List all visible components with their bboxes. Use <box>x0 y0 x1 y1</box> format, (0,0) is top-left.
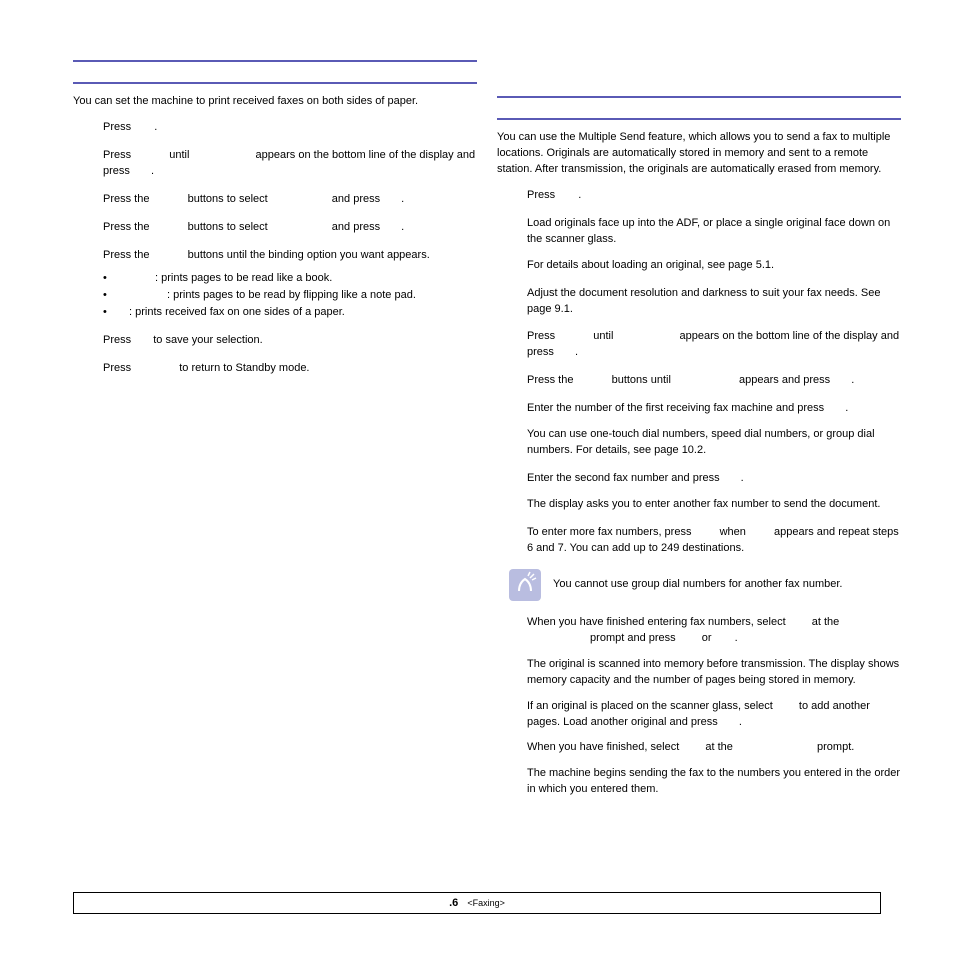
note-icon <box>509 569 541 601</box>
page-footer: .6 <Faxing> <box>73 892 881 914</box>
step: Enter the second fax number and press . … <box>509 471 901 513</box>
section-heading-rules-right <box>497 96 901 120</box>
document-page: You can set the machine to print receive… <box>0 0 954 954</box>
step-follow: You can use one-touch dial numbers, spee… <box>527 427 901 459</box>
rule-bottom <box>73 82 477 84</box>
step: Press . <box>509 188 901 204</box>
step: Press the buttons to select and press . <box>85 220 477 236</box>
sub-list: : prints pages to be read like a book. :… <box>103 270 477 321</box>
sub-item: : prints pages to be read by flipping li… <box>103 287 477 304</box>
right-steps: Press . Load originals face up into the … <box>509 188 901 557</box>
sub-item: : prints pages to be read like a book. <box>103 270 477 287</box>
left-column: You can set the machine to print receive… <box>73 60 477 389</box>
step: Press until appears on the bottom line o… <box>85 148 477 180</box>
note-text: You cannot use group dial numbers for an… <box>553 577 842 593</box>
step: Adjust the document resolution and darkn… <box>509 286 901 318</box>
step-follow: The display asks you to enter another fa… <box>527 497 901 513</box>
note-block: You cannot use group dial numbers for an… <box>509 569 901 601</box>
step: Press the buttons until the binding opti… <box>85 248 477 321</box>
step: When you have finished entering fax numb… <box>509 615 901 798</box>
step-follow: For details about loading an original, s… <box>527 258 901 274</box>
step: Press to return to Standby mode. <box>85 361 477 377</box>
step: Press until appears on the bottom line o… <box>509 329 901 361</box>
step: Load originals face up into the ADF, or … <box>509 216 901 274</box>
page-section-label: <Faxing> <box>467 898 505 908</box>
right-intro: You can use the Multiple Send feature, w… <box>497 130 901 178</box>
right-column: You can use the Multiple Send feature, w… <box>497 96 901 810</box>
step-follow: When you have finished, select at the pr… <box>527 740 901 756</box>
step: Press the buttons until appears and pres… <box>509 373 901 389</box>
step: Press the buttons to select and press . <box>85 192 477 208</box>
rule-bottom <box>497 118 901 120</box>
left-steps: Press . Press until appears on the botto… <box>85 120 477 377</box>
right-after-steps: When you have finished entering fax numb… <box>509 615 901 798</box>
step: Enter the number of the first receiving … <box>509 401 901 459</box>
rule-top <box>497 96 901 98</box>
step: Press to save your selection. <box>85 333 477 349</box>
section-heading-rules-left <box>73 60 477 84</box>
rule-top <box>73 60 477 62</box>
left-intro: You can set the machine to print receive… <box>73 94 477 110</box>
step: Press . <box>85 120 477 136</box>
step-follow: The machine begins sending the fax to th… <box>527 766 901 798</box>
sub-item: : prints received fax on one sides of a … <box>103 304 477 321</box>
step-follow: The original is scanned into memory befo… <box>527 657 901 689</box>
step: To enter more fax numbers, press when ap… <box>509 525 901 557</box>
step-follow: If an original is placed on the scanner … <box>527 699 901 731</box>
page-number: .6 <box>449 897 458 909</box>
